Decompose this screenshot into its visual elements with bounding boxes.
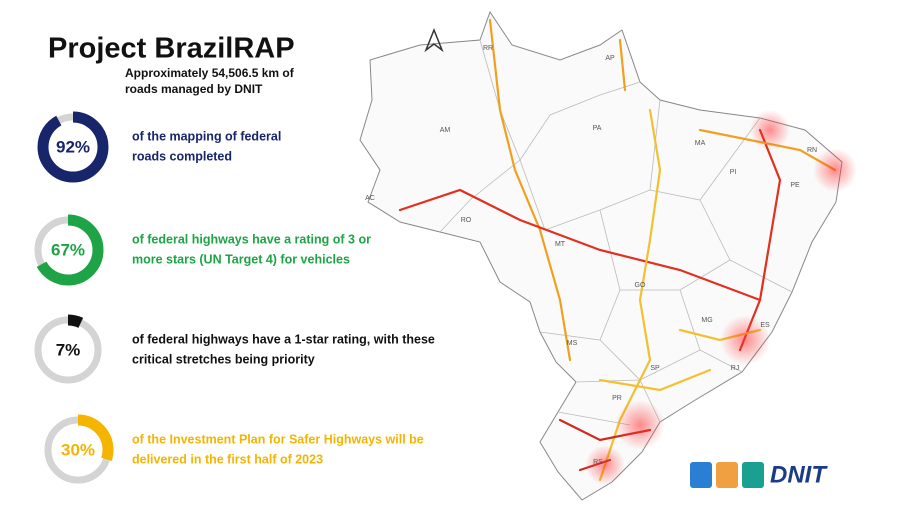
state-label: PA	[593, 125, 602, 132]
state-label: MG	[701, 317, 712, 324]
stat-text: of the mapping of federal	[132, 129, 281, 143]
subtitle: roads managed by DNIT	[125, 82, 263, 96]
hotspot	[750, 110, 790, 150]
hotspot	[615, 400, 665, 450]
stat-text: critical stretches being priority	[132, 352, 315, 366]
logo-text: DNIT	[770, 461, 828, 488]
state-label: AC	[365, 195, 375, 202]
ring-label: 92%	[56, 137, 90, 156]
state-borders	[439, 39, 793, 426]
state-label: PR	[612, 395, 622, 402]
ring-arc	[42, 414, 114, 486]
ring-arc	[32, 214, 104, 286]
state-label: RN	[807, 147, 817, 154]
stat-text: more stars (UN Target 4) for vehicles	[132, 252, 350, 266]
ring-label: 67%	[51, 240, 85, 259]
ring-arc	[37, 111, 109, 183]
state-label: ES	[760, 322, 770, 329]
state-label: PE	[790, 182, 800, 189]
hotspot	[813, 148, 857, 192]
stat-text: delivered in the first half of 2023	[132, 452, 323, 466]
state-label: RR	[483, 45, 493, 52]
stat-text: of federal highways have a rating of 3 o…	[132, 232, 371, 246]
map: RR AP AM PA MA RN PI PE AC RO MT GO MG ES MS SP RJ PR RS	[359, 10, 857, 501]
logo-icon	[742, 462, 764, 488]
state-label: PI	[730, 169, 737, 176]
state-label: RS	[593, 459, 603, 466]
state-label: SP	[650, 365, 660, 372]
state-label: AM	[440, 127, 451, 134]
stat-text: of federal highways have a 1-star rating…	[132, 332, 435, 346]
hotspot	[720, 315, 770, 365]
state-label: MA	[695, 140, 706, 147]
ring-label: 30%	[61, 440, 95, 459]
state-label: GO	[635, 282, 646, 289]
stat-text: of the Investment Plan for Safer Highway…	[132, 432, 424, 446]
north-arrow	[424, 27, 444, 53]
state-label: MT	[555, 241, 566, 248]
logo-icon	[690, 462, 712, 488]
stat-text: roads completed	[132, 149, 232, 163]
logo-icon	[716, 462, 738, 488]
state-label: MS	[567, 340, 578, 347]
ring-arc	[32, 314, 104, 386]
state-label: RO	[461, 217, 472, 224]
subtitle: Approximately 54,506.5 km of	[125, 66, 295, 80]
state-label: AP	[605, 55, 615, 62]
state-label: RJ	[731, 365, 740, 372]
hotspot	[585, 445, 625, 485]
title: Project BrazilRAP	[48, 33, 295, 65]
country-outline	[359, 10, 843, 501]
ring-label: 7%	[56, 340, 81, 359]
logo: DNIT	[690, 461, 828, 488]
